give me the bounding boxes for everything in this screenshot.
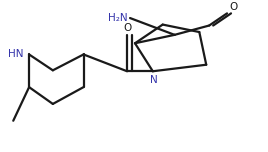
Text: O: O xyxy=(230,2,238,12)
Text: O: O xyxy=(123,23,131,33)
Text: HN: HN xyxy=(8,49,24,59)
Text: H₂N: H₂N xyxy=(108,13,127,23)
Text: N: N xyxy=(150,75,158,85)
